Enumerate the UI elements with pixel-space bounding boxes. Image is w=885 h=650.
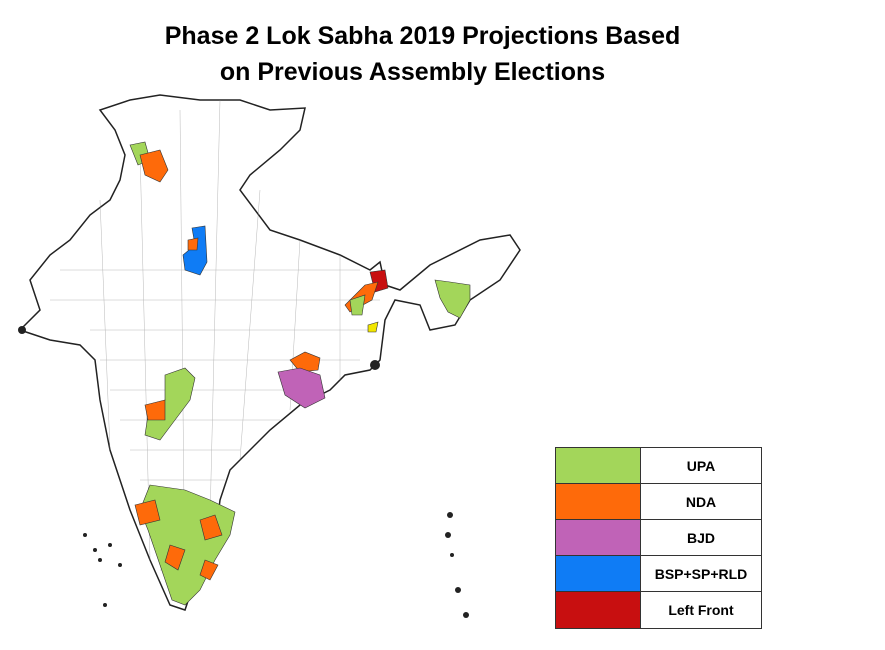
constituency-nda	[199, 514, 223, 541]
legend-swatch	[556, 484, 641, 519]
constituency-bjd	[277, 367, 326, 409]
constituency-nda	[164, 544, 186, 571]
legend-swatch	[556, 448, 641, 483]
legend-item: UPA	[556, 448, 761, 484]
map-title-line-1: Phase 2 Lok Sabha 2019 Projections Based	[164, 22, 681, 50]
legend-label: Left Front	[668, 602, 734, 618]
constituency-upa	[434, 279, 471, 319]
constituency-grid	[50, 99, 380, 606]
legend-item: BSP+SP+RLD	[556, 556, 761, 592]
legend-swatch	[556, 556, 641, 591]
legend-label: NDA	[685, 493, 717, 510]
legend-swatch	[556, 592, 641, 628]
constituency-nda	[199, 559, 219, 581]
map-title-line-2: on Previous Assembly Elections	[219, 58, 606, 86]
legend-item: Left Front	[556, 592, 761, 628]
legend-label: BJD	[686, 529, 715, 546]
constituency-nda	[134, 499, 161, 526]
legend: UPA NDA BJD BSP+SP+RLD Left Front	[555, 447, 762, 629]
constituency-upa	[349, 294, 366, 316]
legend-item: BJD	[556, 520, 761, 556]
constituency-nda	[139, 149, 169, 183]
constituency-nda	[187, 237, 199, 251]
legend-label: UPA	[686, 457, 716, 474]
legend-item: NDA	[556, 484, 761, 520]
islands	[18, 326, 469, 618]
constituency-upa	[139, 484, 236, 606]
constituency-other	[367, 321, 379, 333]
constituency-nda	[144, 399, 166, 421]
legend-swatch	[556, 520, 641, 555]
legend-label: BSP+SP+RLD	[654, 565, 748, 582]
india-outline	[18, 94, 521, 611]
